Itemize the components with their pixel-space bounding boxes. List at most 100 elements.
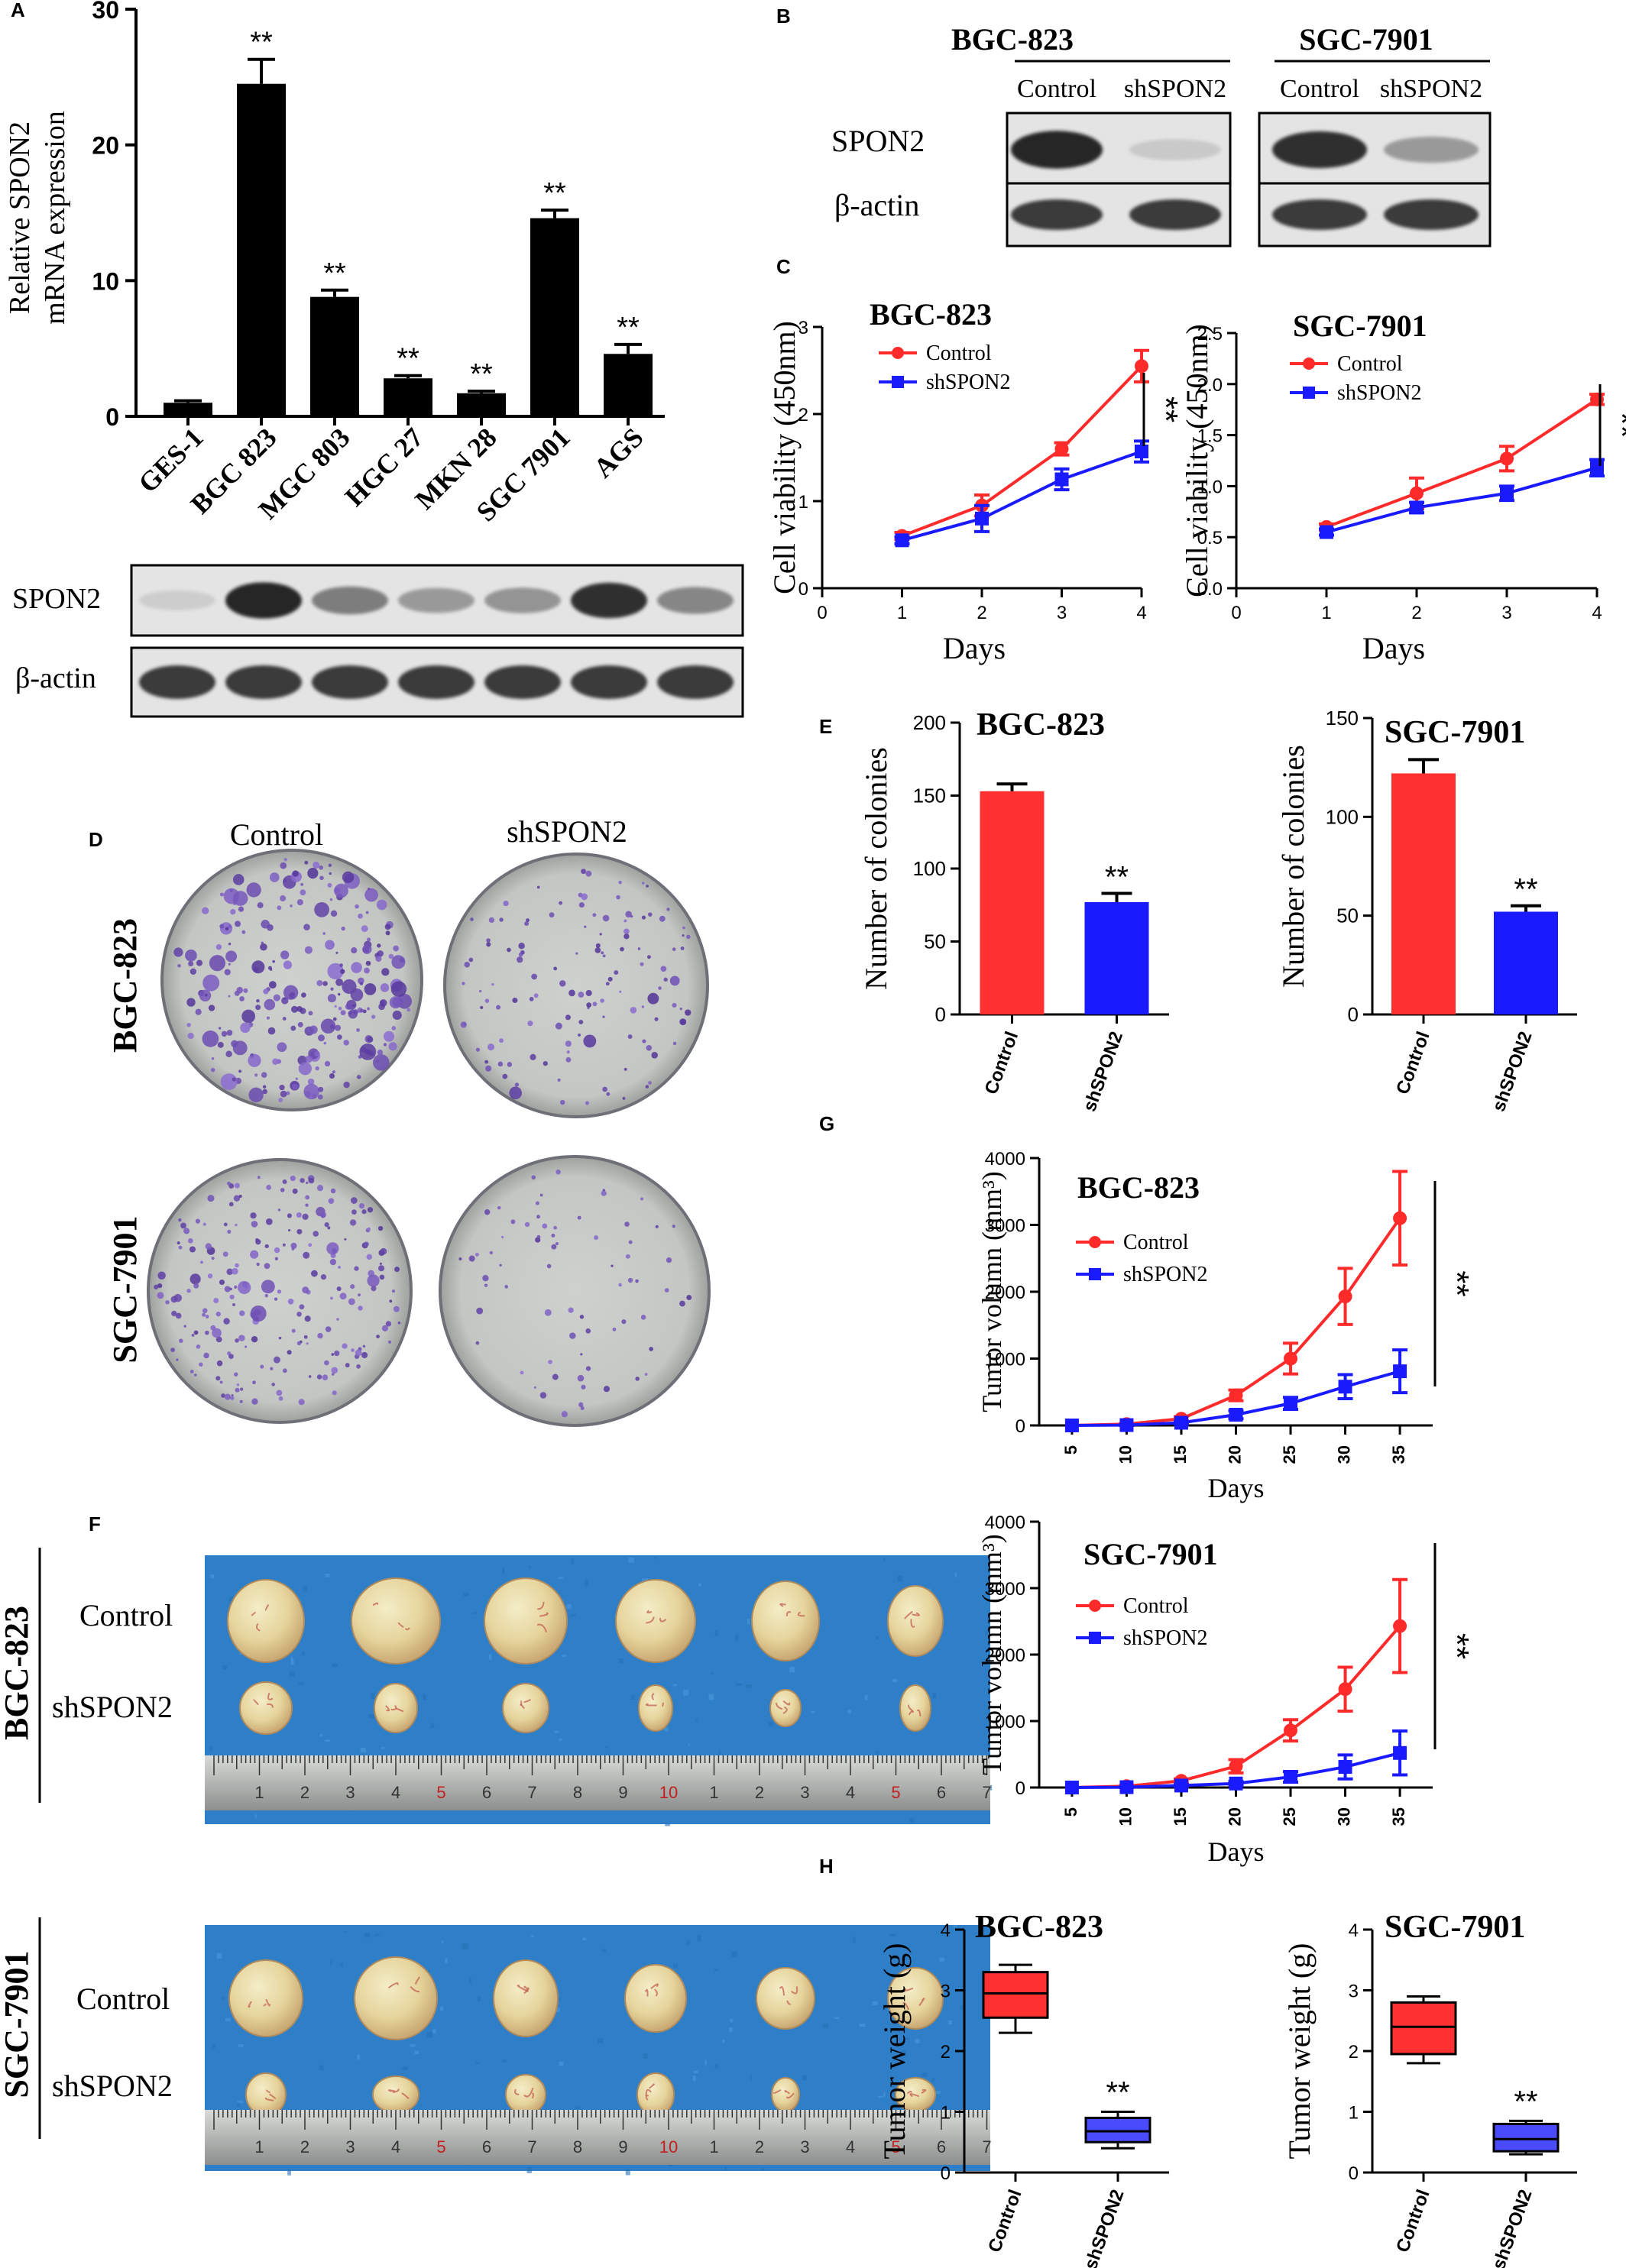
tumor-vessel xyxy=(267,1703,274,1708)
photo-texture xyxy=(698,1583,701,1587)
colony xyxy=(364,983,377,995)
photo-texture xyxy=(853,1936,856,1943)
photo-texture xyxy=(693,2070,698,2074)
x-tick-label: 10 xyxy=(1116,1807,1135,1826)
ruler-number: 6 xyxy=(482,1783,491,1802)
colony xyxy=(487,1043,495,1051)
colony xyxy=(624,1067,627,1071)
photo-texture xyxy=(410,2043,416,2047)
colony xyxy=(358,977,364,985)
colony xyxy=(682,926,685,930)
colony xyxy=(507,947,511,953)
colony xyxy=(381,968,390,976)
tumor-vessel xyxy=(645,2088,652,2096)
legend-label: Control xyxy=(926,341,992,365)
colony xyxy=(392,1010,402,1021)
panel-letter-e: E xyxy=(819,715,832,738)
colony xyxy=(290,1175,296,1182)
colony xyxy=(337,1034,342,1040)
colony xyxy=(313,861,320,869)
photo-texture xyxy=(902,1956,907,1961)
colony xyxy=(385,1321,392,1327)
ruler-number: 3 xyxy=(800,2137,809,2156)
photo-texture xyxy=(319,1733,323,1737)
tumor xyxy=(228,1959,303,2037)
photo-texture xyxy=(683,1689,689,1696)
colony xyxy=(559,1099,565,1105)
colony xyxy=(264,1244,269,1249)
ruler-number: 7 xyxy=(527,1783,536,1802)
tumor-vessel xyxy=(902,2001,910,2011)
x-tick-label: Control xyxy=(1392,2187,1434,2255)
photo-texture xyxy=(823,2023,828,2029)
photo-texture xyxy=(708,1694,714,1700)
colony xyxy=(329,872,332,875)
colony xyxy=(230,908,236,915)
colony xyxy=(223,1318,230,1325)
colony xyxy=(227,1229,232,1234)
colony xyxy=(180,1222,186,1229)
colony xyxy=(536,885,540,889)
colony xyxy=(338,1266,342,1269)
colony xyxy=(224,1286,231,1293)
colony xyxy=(599,933,602,936)
y-tick-label: 2.0 xyxy=(1197,375,1223,396)
colony xyxy=(303,1335,308,1339)
colony xyxy=(358,1202,365,1209)
colony xyxy=(618,880,622,885)
colony xyxy=(367,937,371,942)
panel-d-row-label-sgc7901: SGC-7901 xyxy=(106,1215,144,1363)
series-line-control xyxy=(1326,398,1598,529)
colony xyxy=(530,1053,536,1060)
colony xyxy=(287,1213,292,1218)
data-point-control xyxy=(1054,442,1069,456)
photo-texture xyxy=(883,1558,886,1561)
photo-texture xyxy=(340,1962,343,1967)
y-tick-label: 0 xyxy=(941,2163,951,2184)
colony xyxy=(460,1021,467,1028)
significance-label: ** xyxy=(543,177,566,209)
colony xyxy=(232,1077,236,1082)
legend-label: Control xyxy=(1123,1594,1189,1618)
colony xyxy=(299,1304,305,1310)
colony xyxy=(296,1341,302,1346)
photo-texture xyxy=(960,2005,964,2011)
photo-texture xyxy=(222,1665,227,1670)
significance-label: ** xyxy=(323,257,346,290)
photo-texture xyxy=(402,2066,408,2070)
photo-texture xyxy=(332,1664,338,1668)
tumor-vessel xyxy=(646,1610,653,1614)
ruler-number: 1 xyxy=(254,1783,264,1802)
colony xyxy=(308,1011,313,1016)
colony xyxy=(654,1017,659,1021)
colony xyxy=(600,998,604,1003)
colony xyxy=(211,1057,215,1060)
ruler-number: 5 xyxy=(436,2137,445,2156)
colony xyxy=(367,1207,374,1213)
colony xyxy=(327,994,336,1003)
box-shspon2 xyxy=(1084,2116,1151,2143)
colony xyxy=(622,1097,626,1100)
colony xyxy=(233,1195,241,1202)
x-tick-label: shSPON2 xyxy=(1080,2187,1129,2268)
colony xyxy=(475,1047,481,1052)
tumor xyxy=(239,1681,293,1735)
colony xyxy=(328,1198,335,1205)
photo-texture xyxy=(704,2059,707,2066)
photo-texture xyxy=(697,1935,701,1942)
tumor-vessel xyxy=(906,2091,913,2095)
colony xyxy=(196,1344,201,1349)
colony xyxy=(193,1373,197,1377)
y-tick-label: 2000 xyxy=(985,1283,1025,1303)
colony xyxy=(202,974,220,992)
blot-b-sgc-spon2-band xyxy=(1384,136,1479,163)
colony xyxy=(658,986,662,990)
series-line-shspon2 xyxy=(1326,466,1598,534)
colony xyxy=(640,1315,646,1320)
colony xyxy=(287,1228,291,1232)
colony xyxy=(686,1295,692,1301)
tumor xyxy=(887,1967,944,2030)
colony xyxy=(666,1257,672,1263)
colony xyxy=(186,1022,191,1027)
y-tick-label: 3 xyxy=(1349,1982,1359,2002)
